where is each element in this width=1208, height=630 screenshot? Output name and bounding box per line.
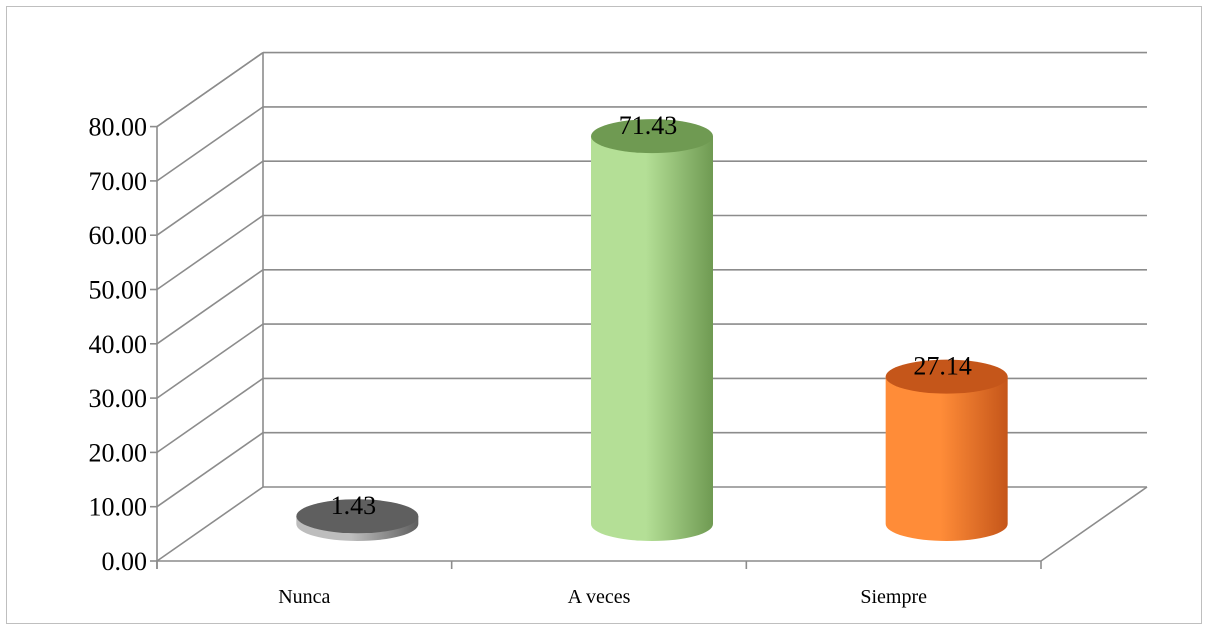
side-gridline — [156, 323, 264, 399]
side-gridline — [156, 377, 264, 454]
side-top-edge — [156, 51, 264, 128]
floor-left-edge — [156, 486, 264, 562]
data-label: 71.43 — [619, 111, 678, 140]
y-tick-label: 80.00 — [89, 113, 148, 142]
bar-top — [885, 359, 1008, 394]
data-label: 27.14 — [913, 352, 972, 381]
y-tick-label: 30.00 — [89, 384, 148, 413]
bar-chart: 0.00 10.00 20.00 30.00 40.00 50.00 60.00 70.00 8… — [89, 51, 1148, 608]
chart-frame: 0.00 10.00 20.00 30.00 40.00 50.00 60.00 70.00 8… — [6, 6, 1202, 624]
bar-top — [591, 119, 713, 154]
side-gridline — [156, 106, 264, 182]
side-gridline — [156, 269, 264, 345]
bar-nunca — [296, 499, 419, 541]
bar-top — [296, 499, 419, 534]
y-tick-label: 0.00 — [102, 547, 148, 576]
bar-body — [885, 376, 1008, 541]
y-tick-label: 20.00 — [89, 438, 148, 467]
y-tick-label: 70.00 — [89, 167, 148, 196]
bars — [296, 119, 1008, 541]
x-tick-label: Siempre — [860, 586, 927, 608]
labels: 0.00 10.00 20.00 30.00 40.00 50.00 60.00 70.00 8… — [89, 111, 972, 608]
y-tick-label: 10.00 — [89, 493, 148, 522]
y-tick-label: 50.00 — [89, 276, 148, 305]
y-tick-label: 60.00 — [89, 221, 148, 250]
side-gridline — [156, 432, 264, 508]
data-label: 1.43 — [331, 491, 377, 520]
bar-a-veces — [591, 119, 713, 541]
y-tick-label: 40.00 — [89, 330, 148, 359]
side-gridline — [156, 214, 264, 291]
x-tick-label: A veces — [568, 586, 631, 608]
x-tick-label: Nunca — [278, 586, 330, 608]
bar-body — [591, 136, 713, 541]
side-gridline — [156, 160, 264, 236]
bar-siempre — [885, 359, 1008, 541]
